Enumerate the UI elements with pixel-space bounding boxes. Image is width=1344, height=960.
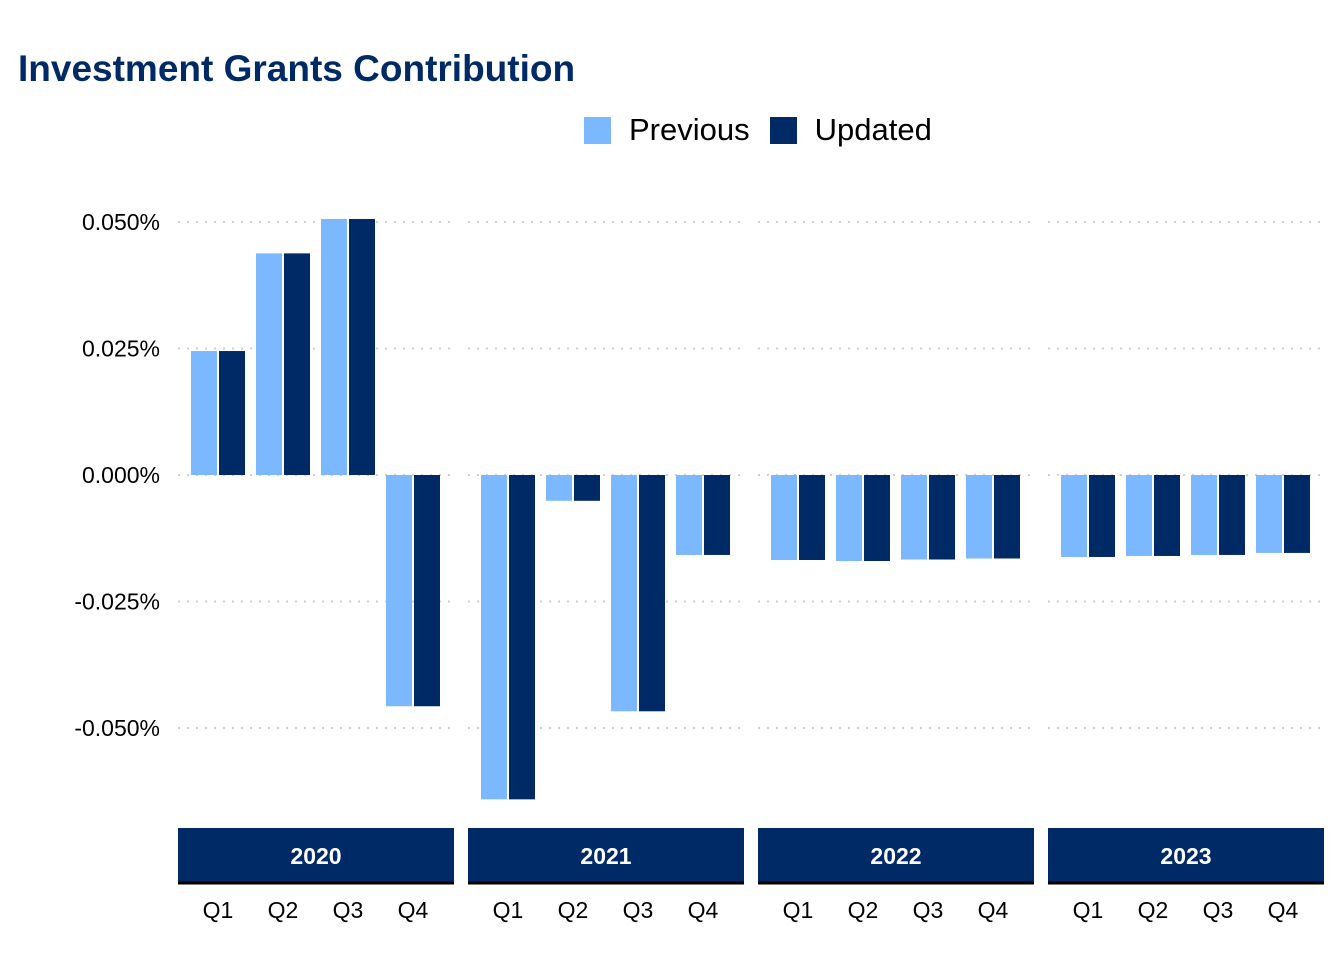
bar-updated [704, 475, 730, 555]
x-tick-label: Q2 [558, 897, 589, 923]
bar-previous [676, 475, 702, 555]
facet-strip [1048, 828, 1324, 882]
bar-previous [771, 475, 797, 561]
x-tick-label: Q1 [493, 897, 524, 923]
bar-previous [546, 475, 572, 501]
x-tick-label: Q2 [848, 897, 879, 923]
bar-updated [864, 475, 890, 562]
bar-updated [219, 351, 245, 475]
facet-label: 2020 [290, 843, 341, 869]
bar-previous [1061, 475, 1087, 557]
bar-updated [349, 218, 375, 476]
bar-previous [966, 475, 992, 559]
bar-previous [1191, 475, 1217, 555]
bar-updated [1219, 475, 1245, 555]
legend-item-updated: Updated [769, 112, 932, 148]
bar-updated [1154, 475, 1180, 556]
bar-previous [481, 475, 507, 800]
legend: Previous Updated [584, 112, 952, 148]
y-tick-label: -0.050% [74, 715, 160, 741]
x-tick-label: Q3 [913, 897, 944, 923]
bar-updated [799, 475, 825, 561]
legend-item-previous: Previous [584, 112, 750, 148]
legend-label-previous: Previous [629, 112, 750, 147]
bar-previous [836, 475, 862, 562]
bar-previous [1126, 475, 1152, 556]
x-tick-label: Q2 [268, 897, 299, 923]
bar-previous [191, 351, 217, 475]
facet-strip [758, 828, 1034, 882]
legend-swatch-previous [584, 116, 611, 144]
x-tick-label: Q2 [1138, 897, 1169, 923]
y-tick-label: 0.050% [82, 209, 160, 235]
bar-updated [509, 475, 535, 800]
facet-label: 2021 [580, 843, 631, 869]
x-tick-label: Q3 [333, 897, 364, 923]
legend-swatch-updated [769, 116, 797, 144]
y-tick-label: 0.000% [82, 462, 160, 488]
x-tick-label: Q4 [688, 897, 719, 923]
facet-strip [468, 828, 744, 882]
x-tick-label: Q3 [623, 897, 654, 923]
x-tick-label: Q4 [978, 897, 1009, 923]
bar-updated [414, 475, 440, 707]
bar-updated [639, 475, 665, 712]
bar-previous [321, 218, 347, 476]
legend-label-updated: Updated [814, 112, 932, 147]
x-tick-label: Q4 [1268, 897, 1299, 923]
chart-title: Investment Grants Contribution [18, 48, 576, 89]
bar-previous [256, 253, 282, 475]
x-tick-label: Q1 [203, 897, 234, 923]
x-tick-label: Q4 [398, 897, 429, 923]
bar-previous [386, 475, 412, 707]
bar-updated [1089, 475, 1115, 557]
facet-strip [178, 828, 454, 882]
bar-updated [284, 253, 310, 475]
bar-previous [611, 475, 637, 712]
bar-updated [574, 475, 600, 501]
x-tick-label: Q1 [783, 897, 814, 923]
y-tick-label: 0.025% [82, 336, 160, 362]
x-tick-label: Q3 [1203, 897, 1234, 923]
bar-previous [1256, 475, 1282, 553]
bar-previous [901, 475, 927, 560]
x-tick-label: Q1 [1073, 897, 1104, 923]
bar-updated [994, 475, 1020, 559]
y-tick-label: -0.025% [74, 589, 160, 615]
bar-updated [929, 475, 955, 560]
bar-updated [1284, 475, 1310, 553]
facet-label: 2023 [1160, 843, 1211, 869]
facet-label: 2022 [870, 843, 921, 869]
